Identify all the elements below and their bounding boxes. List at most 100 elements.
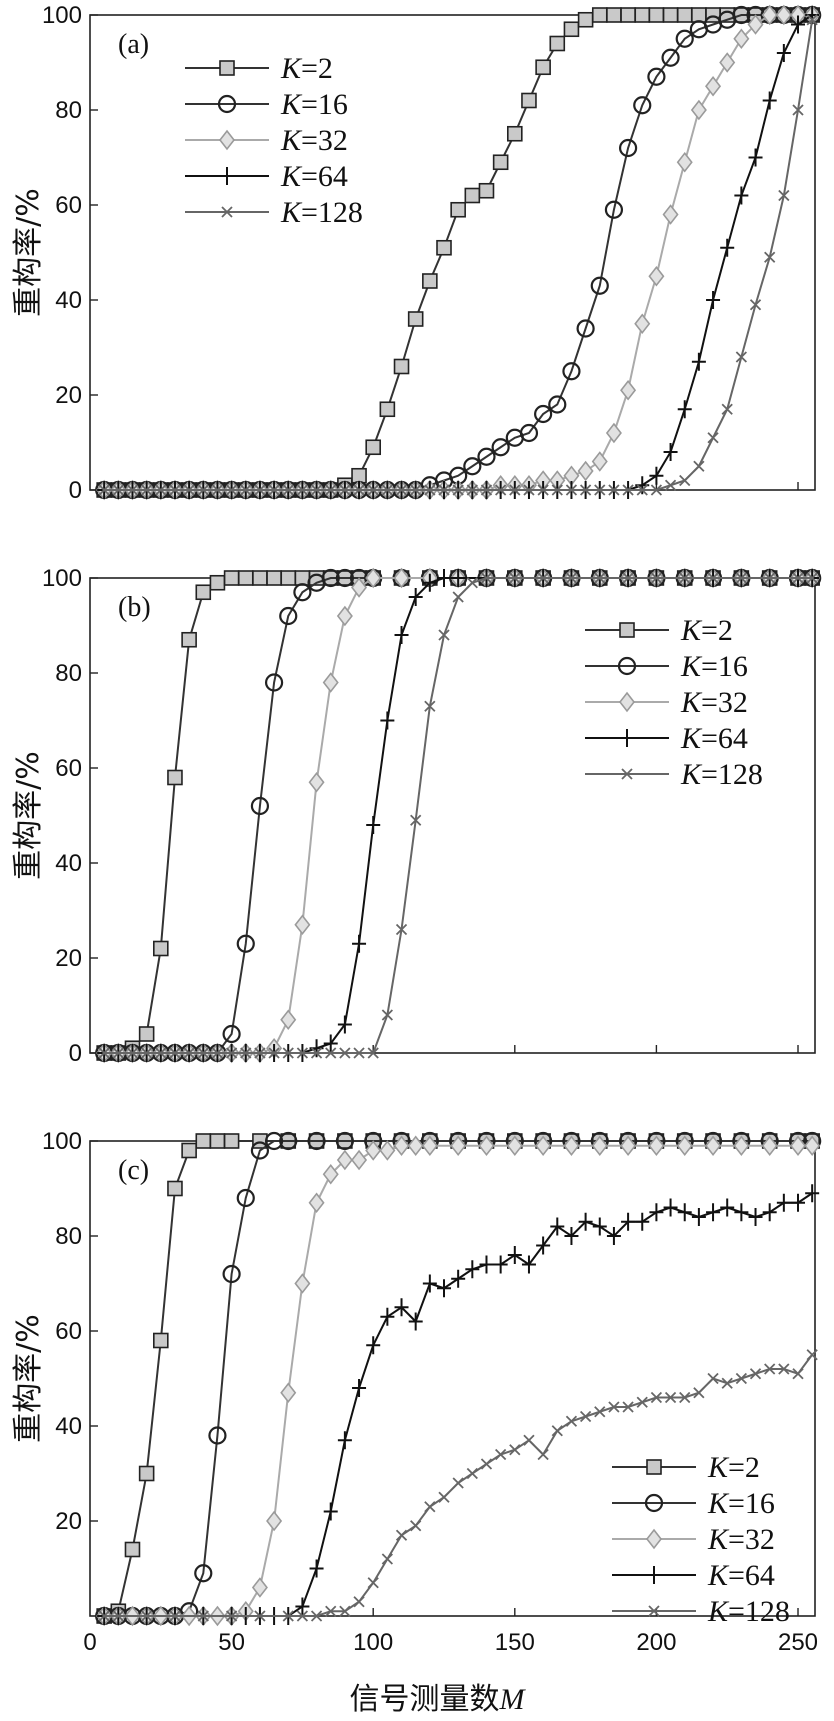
legend-marker [218, 129, 236, 151]
data-point [295, 1597, 310, 1616]
data-point [650, 484, 663, 496]
data-point [353, 484, 365, 496]
data-point [450, 1135, 467, 1157]
data-point [792, 1368, 804, 1380]
data-point [126, 1047, 139, 1059]
data-point [509, 572, 521, 584]
legend-label: K=64 [280, 160, 348, 193]
data-point [749, 1368, 762, 1380]
data-point [195, 1133, 212, 1149]
data-point [493, 1255, 508, 1274]
data-point [691, 1208, 706, 1226]
data-point [138, 1026, 155, 1042]
legend-marker [644, 1493, 664, 1513]
data-point [353, 1596, 365, 1608]
legend-entry: K=2 [185, 52, 333, 85]
data-point [679, 1391, 691, 1404]
series-line [104, 1192, 813, 1617]
y-axis-title: 重构率/% [11, 1314, 46, 1443]
data-point [761, 1135, 778, 1157]
data-point [282, 1610, 294, 1622]
data-point [294, 1273, 311, 1294]
data-point [197, 484, 209, 496]
legend-label: K=128 [280, 196, 363, 229]
data-point [480, 484, 493, 496]
legend-marker [646, 1459, 662, 1475]
data-point [764, 1363, 776, 1375]
data-point [264, 673, 284, 692]
legend-label: K=128 [680, 758, 763, 791]
data-point [507, 125, 523, 142]
data-point [761, 4, 778, 26]
data-point [509, 484, 521, 496]
data-point [536, 1236, 551, 1255]
data-point [693, 1387, 705, 1399]
data-point [279, 1131, 298, 1151]
y-tick-label: 60 [55, 755, 82, 782]
series-x [98, 572, 818, 1059]
data-point [676, 7, 693, 23]
legend-label: K=32 [680, 686, 748, 719]
legend-k-value: =32 [701, 686, 748, 719]
data-point [279, 606, 298, 626]
y-tick-label: 100 [42, 1128, 82, 1155]
data-point [379, 1140, 396, 1161]
data-point [365, 439, 382, 456]
data-point [762, 1203, 777, 1222]
legend-marker [647, 1566, 661, 1584]
legend-k: K [280, 124, 303, 157]
data-point [606, 1227, 621, 1245]
data-point [662, 7, 679, 23]
data-point [634, 7, 651, 23]
data-point [664, 479, 677, 491]
data-point [141, 1047, 153, 1059]
data-point [323, 1502, 338, 1521]
data-point [565, 484, 578, 496]
data-point [112, 1047, 124, 1059]
data-point [367, 1577, 379, 1589]
legend-entry: K=32 [185, 124, 348, 157]
data-point [778, 1363, 790, 1375]
data-point [648, 265, 665, 287]
data-point [465, 1260, 480, 1279]
data-point [408, 588, 423, 606]
legend-entry: K=16 [612, 1487, 775, 1520]
series-line [103, 1140, 813, 1617]
data-point [507, 1246, 522, 1264]
data-point [264, 1131, 284, 1151]
data-point [310, 484, 323, 496]
y-tick-label: 20 [55, 945, 82, 972]
legend-k-value: =2 [701, 614, 733, 647]
data-point [594, 484, 606, 496]
data-point [339, 484, 351, 496]
data-point [608, 484, 620, 496]
data-point [691, 352, 706, 371]
svg-text:信号测量数M: 信号测量数M [350, 1682, 527, 1717]
data-point [325, 1605, 337, 1617]
data-point [394, 626, 409, 644]
series-line [104, 1140, 813, 1617]
data-point [636, 1396, 648, 1408]
data-point [579, 1410, 592, 1423]
data-point [534, 404, 553, 424]
legend-entry: K=16 [585, 650, 748, 683]
data-point [236, 934, 255, 953]
data-point [268, 1047, 280, 1059]
data-point [562, 362, 581, 381]
data-point [421, 1135, 438, 1157]
data-point [634, 313, 651, 335]
data-point [620, 379, 637, 401]
data-point [477, 447, 496, 466]
data-point [735, 351, 748, 363]
data-point [537, 484, 549, 496]
data-point [466, 484, 478, 496]
data-point [519, 423, 539, 443]
legend-label: K=64 [707, 1559, 775, 1592]
data-point [720, 238, 735, 257]
y-tick-label: 100 [42, 565, 82, 592]
legend-k-value: =64 [301, 160, 348, 193]
data-point [438, 629, 450, 641]
legend-label: K=16 [707, 1487, 775, 1520]
